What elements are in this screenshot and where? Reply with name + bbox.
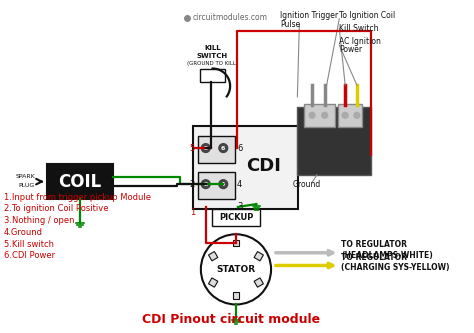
Circle shape (201, 144, 210, 153)
Text: 3: 3 (237, 202, 242, 211)
Circle shape (342, 112, 348, 118)
Text: 5.Kill switch: 5.Kill switch (4, 239, 54, 248)
Text: SWITCH: SWITCH (197, 53, 228, 59)
Text: Pulse: Pulse (280, 20, 300, 29)
Text: 6: 6 (221, 146, 226, 151)
FancyBboxPatch shape (200, 69, 225, 82)
Text: 2.To ignition Coil Positive: 2.To ignition Coil Positive (4, 204, 109, 213)
Text: Ground: Ground (292, 180, 321, 189)
FancyBboxPatch shape (297, 107, 371, 175)
Text: 4: 4 (221, 181, 226, 187)
Circle shape (219, 180, 228, 188)
Circle shape (309, 112, 315, 118)
Polygon shape (233, 240, 239, 246)
Text: 4: 4 (237, 179, 242, 189)
Text: circuitmodules.com: circuitmodules.com (193, 13, 268, 22)
Text: 1: 1 (190, 208, 195, 217)
FancyBboxPatch shape (304, 104, 336, 127)
Text: 4.Ground: 4.Ground (4, 228, 43, 237)
Text: 3.Nothing / open: 3.Nothing / open (4, 216, 74, 225)
Circle shape (354, 112, 360, 118)
Text: STATOR: STATOR (217, 265, 255, 274)
Text: 6: 6 (237, 144, 242, 153)
Text: Kill Switch: Kill Switch (339, 24, 379, 33)
Text: Ignition Trigger: Ignition Trigger (280, 11, 338, 20)
Text: COIL: COIL (58, 172, 101, 190)
Circle shape (201, 234, 271, 304)
Text: CDI Pinout circuit module: CDI Pinout circuit module (142, 313, 320, 326)
FancyBboxPatch shape (47, 164, 113, 199)
Text: CDI: CDI (246, 157, 281, 175)
Text: SPARK: SPARK (15, 174, 35, 179)
Text: 2: 2 (190, 179, 195, 189)
FancyBboxPatch shape (211, 209, 260, 226)
Text: 5: 5 (203, 146, 208, 151)
Circle shape (201, 180, 210, 188)
Polygon shape (254, 278, 264, 287)
Text: PLUG: PLUG (19, 183, 35, 188)
Text: To Ignition Coil: To Ignition Coil (339, 11, 396, 20)
Circle shape (322, 112, 328, 118)
Text: (GROUND TO KILL): (GROUND TO KILL) (187, 61, 238, 66)
Polygon shape (254, 251, 264, 261)
Text: TO REGULATOR
(HEADLAMPS-WHITE): TO REGULATOR (HEADLAMPS-WHITE) (341, 240, 433, 259)
Text: 1.Input from trigger pickup Module: 1.Input from trigger pickup Module (4, 193, 151, 202)
FancyBboxPatch shape (198, 172, 235, 199)
Text: TO REGULATOR
(CHARGING SYS-YELLOW): TO REGULATOR (CHARGING SYS-YELLOW) (341, 253, 450, 272)
Polygon shape (209, 278, 218, 287)
Text: Power: Power (339, 45, 363, 54)
Text: 5: 5 (190, 144, 195, 153)
Text: AC Ignition: AC Ignition (339, 37, 381, 46)
Text: KILL: KILL (204, 45, 221, 51)
FancyBboxPatch shape (193, 126, 298, 209)
Text: 6.CDI Power: 6.CDI Power (4, 251, 55, 260)
Polygon shape (233, 292, 239, 299)
Polygon shape (209, 251, 218, 261)
Circle shape (219, 144, 228, 153)
Text: 2: 2 (203, 181, 208, 187)
FancyBboxPatch shape (198, 136, 235, 163)
Text: PICKUP: PICKUP (219, 213, 253, 222)
FancyBboxPatch shape (338, 104, 362, 127)
